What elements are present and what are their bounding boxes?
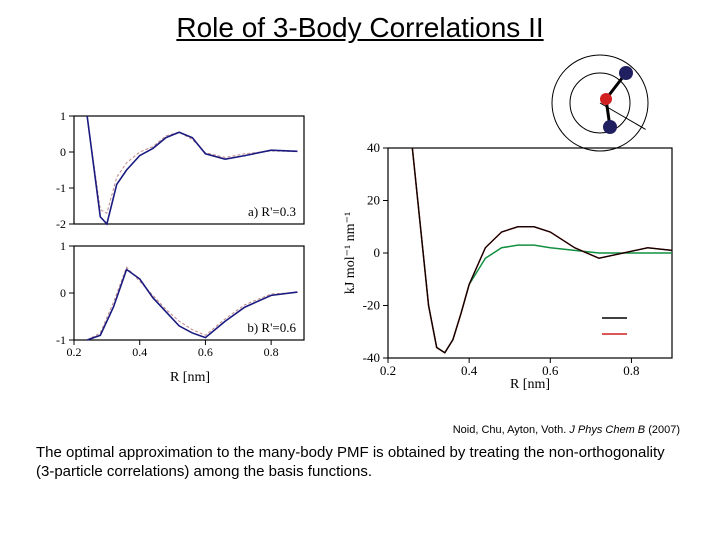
svg-text:0.2: 0.2 bbox=[380, 363, 396, 378]
svg-text:0.2: 0.2 bbox=[67, 345, 82, 359]
svg-text:-40: -40 bbox=[363, 350, 380, 365]
svg-text:R [nm]: R [nm] bbox=[510, 377, 550, 390]
panel-b: -1 0 1 0.2 0.4 0.6 0.8 b) R'=0.6 bbox=[40, 240, 310, 360]
svg-text:0: 0 bbox=[60, 286, 66, 300]
svg-text:1: 1 bbox=[60, 240, 66, 253]
left-xlabel: R [nm] bbox=[40, 370, 340, 386]
svg-text:-1: -1 bbox=[56, 333, 66, 347]
svg-text:40: 40 bbox=[367, 140, 380, 155]
left-panels: -2 -1 0 1 a) R'=0.3 -1 0 1 0.2 0.4 0.6 0.8 b) R'=0.… bbox=[40, 110, 340, 386]
shell-diagram bbox=[540, 45, 660, 155]
svg-text:0.4: 0.4 bbox=[461, 363, 478, 378]
svg-text:20: 20 bbox=[367, 193, 380, 208]
svg-text:a) R'=0.3: a) R'=0.3 bbox=[248, 204, 296, 219]
svg-text:-1: -1 bbox=[56, 181, 66, 195]
citation: Noid, Chu, Ayton, Voth. J Phys Chem B (2… bbox=[0, 424, 720, 436]
citation-journal: J Phys Chem B bbox=[569, 424, 645, 436]
svg-text:b) R'=0.6: b) R'=0.6 bbox=[247, 320, 296, 335]
panel-a: -2 -1 0 1 a) R'=0.3 bbox=[40, 110, 310, 230]
citation-year: (2007) bbox=[648, 424, 680, 436]
svg-text:-2: -2 bbox=[56, 217, 66, 230]
citation-authors: Noid, Chu, Ayton, Voth. bbox=[453, 424, 567, 436]
svg-text:0.6: 0.6 bbox=[198, 345, 213, 359]
svg-text:-20: -20 bbox=[363, 298, 380, 313]
page-title: Role of 3-Body Correlations II bbox=[0, 0, 720, 50]
svg-text:1: 1 bbox=[60, 110, 66, 123]
svg-text:0.6: 0.6 bbox=[542, 363, 559, 378]
svg-text:0: 0 bbox=[60, 145, 66, 159]
svg-text:0: 0 bbox=[374, 245, 381, 260]
svg-text:0.8: 0.8 bbox=[623, 363, 639, 378]
svg-text:kJ mol⁻¹ nm⁻¹: kJ mol⁻¹ nm⁻¹ bbox=[343, 212, 358, 294]
figure-area: -2 -1 0 1 a) R'=0.3 -1 0 1 0.2 0.4 0.6 0.8 b) R'=0.… bbox=[40, 50, 680, 420]
svg-text:0.8: 0.8 bbox=[264, 345, 279, 359]
caption: The optimal approximation to the many-bo… bbox=[0, 436, 720, 482]
right-panel: -40 -20 0 20 40 0.2 0.4 0.6 0.8 R [nm] kJ mol⁻¹ nm… bbox=[340, 140, 680, 390]
svg-text:0.4: 0.4 bbox=[132, 345, 147, 359]
